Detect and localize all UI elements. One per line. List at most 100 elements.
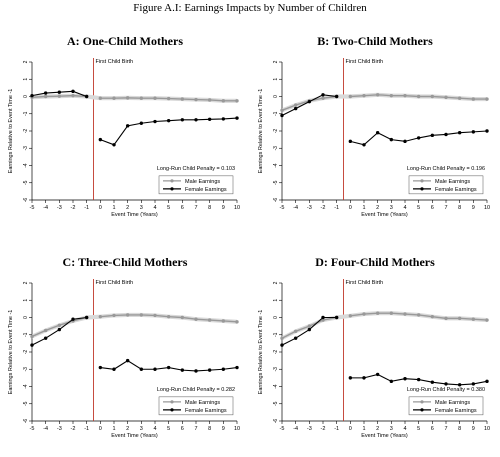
y-tick-label: -3: [273, 146, 279, 151]
female-earnings-point: [280, 343, 284, 347]
y-tick-label: 2: [273, 281, 279, 284]
x-tick-label: 3: [140, 205, 143, 211]
x-tick-label: -4: [43, 205, 48, 211]
female-earnings-point: [280, 113, 284, 118]
y-tick-label: -1: [23, 332, 29, 337]
male-earnings-point: [57, 323, 62, 327]
male-earnings-point: [403, 93, 407, 98]
female-earnings-point: [389, 379, 394, 384]
y-axis-label: Earnings Relative to Event Time -1: [8, 310, 14, 395]
event-label: First Child Birth: [96, 59, 134, 65]
x-tick-label: 0: [349, 426, 352, 432]
x-tick-label: 7: [194, 205, 197, 211]
x-tick-label: -3: [307, 205, 312, 211]
male-earnings-point: [389, 93, 394, 98]
male-earnings-point: [280, 108, 284, 112]
female-earnings-point: [221, 117, 226, 121]
figure-title: Figure A.I: Earnings Impacts by Number o…: [133, 2, 367, 14]
x-tick-label: 6: [181, 426, 184, 432]
x-tick-label: 3: [390, 426, 393, 432]
female-earnings-point: [139, 121, 144, 125]
male-earnings-point: [98, 314, 103, 319]
x-tick-label: 4: [153, 205, 156, 211]
male-earnings-point: [194, 317, 198, 321]
male-earnings-point: [180, 97, 185, 101]
panel-title: C: Three-Child Mothers: [62, 255, 188, 269]
male-earnings-point: [125, 313, 130, 317]
female-earnings-point: [57, 327, 62, 332]
male-earnings-point: [293, 329, 298, 333]
x-tick-label: -3: [307, 426, 312, 432]
x-tick-label: -2: [321, 205, 326, 211]
x-tick-label: 1: [112, 426, 115, 432]
x-tick-label: -3: [57, 205, 62, 211]
female-earnings-point: [43, 91, 48, 95]
female-earnings-point: [416, 136, 421, 140]
x-tick-label: 10: [234, 205, 240, 211]
legend-label: Male Earnings: [435, 400, 470, 406]
female-earnings-point: [71, 89, 75, 94]
male-earnings-point: [430, 94, 435, 99]
y-tick-label: -6: [23, 198, 29, 203]
female-earnings-point: [403, 377, 407, 381]
legend-swatch-marker: [420, 179, 424, 183]
female-earnings-point: [293, 336, 298, 340]
female-earnings-point: [334, 94, 339, 99]
female-earnings-point: [389, 137, 394, 142]
y-tick-label: -4: [273, 384, 279, 389]
female-earnings-point: [207, 368, 212, 372]
female-earnings-point: [235, 116, 239, 120]
y-tick-label: -3: [23, 367, 29, 372]
event-label: First Child Birth: [346, 280, 384, 286]
female-earnings-point: [471, 130, 476, 134]
female-earnings-point: [125, 358, 130, 363]
x-tick-label: -5: [280, 205, 285, 211]
legend-swatch-marker: [420, 187, 424, 191]
y-tick-label: -5: [273, 401, 279, 406]
female-earnings-point: [416, 377, 421, 382]
male-earnings-point: [125, 96, 130, 100]
x-tick-label: 4: [403, 205, 406, 211]
male-earnings-point: [153, 313, 157, 318]
female-earnings-point: [362, 376, 366, 380]
x-tick-label: 7: [444, 426, 447, 432]
x-tick-label: 9: [222, 205, 225, 211]
y-tick-label: -2: [23, 129, 29, 134]
male-earnings-point: [375, 311, 380, 315]
female-earnings-point: [98, 365, 103, 370]
legend-label: Female Earnings: [185, 408, 227, 414]
female-earnings-point: [112, 367, 116, 371]
female-earnings-point: [444, 382, 448, 386]
female-earnings-point: [348, 376, 353, 380]
child-penalty-annotation: Long-Run Child Penalty = 0.103: [157, 166, 235, 172]
female-earnings-line: [281, 316, 337, 346]
x-tick-label: -4: [293, 426, 298, 432]
male-earnings-point: [194, 97, 198, 102]
male-earnings-point: [280, 336, 284, 340]
female-earnings-point: [57, 90, 62, 94]
female-earnings-point: [98, 137, 103, 142]
x-tick-label: 8: [458, 205, 461, 211]
male-earnings-point: [43, 94, 48, 99]
y-tick-label: -4: [23, 163, 29, 168]
male-earnings-point: [485, 97, 489, 101]
female-earnings-point: [375, 372, 380, 377]
female-earnings-point: [112, 143, 116, 147]
male-earnings-point: [416, 313, 421, 317]
x-tick-label: 2: [376, 426, 379, 432]
female-earnings-point: [457, 131, 462, 135]
x-tick-label: 8: [208, 426, 211, 432]
x-tick-label: 5: [417, 426, 420, 432]
y-tick-label: -1: [23, 111, 29, 116]
x-tick-label: 5: [167, 205, 170, 211]
y-tick-label: -4: [23, 384, 29, 389]
female-earnings-point: [180, 118, 185, 122]
male-earnings-point: [235, 320, 239, 324]
x-tick-label: 3: [140, 426, 143, 432]
female-earnings-point: [180, 368, 185, 372]
x-tick-label: 9: [472, 426, 475, 432]
x-tick-label: -1: [84, 205, 89, 211]
female-earnings-point: [30, 93, 34, 98]
